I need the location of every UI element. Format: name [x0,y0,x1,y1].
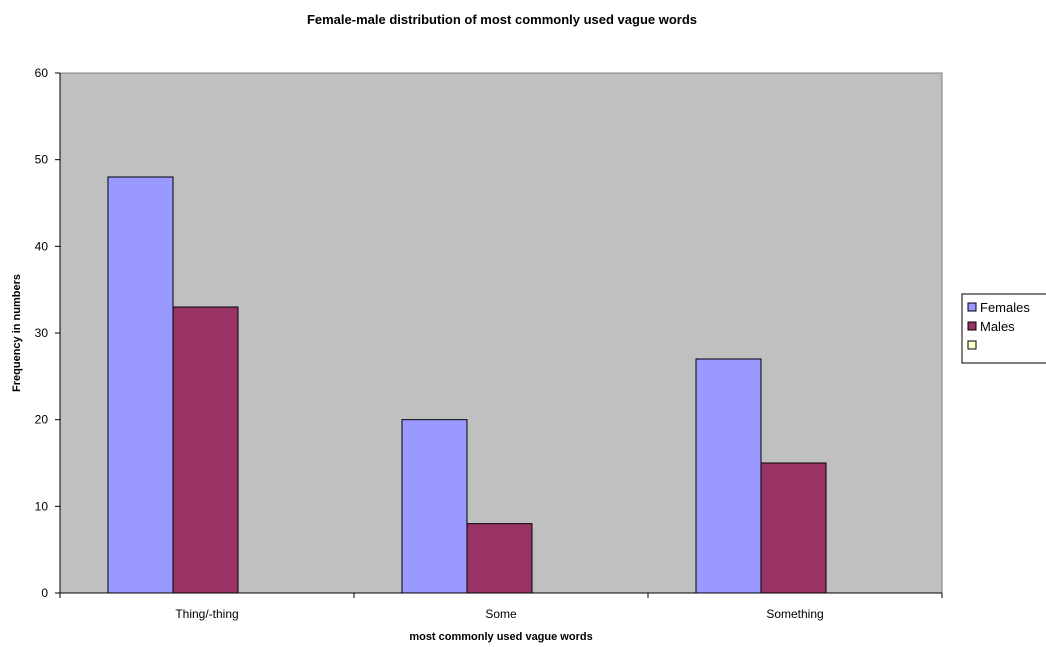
chart-title: Female-male distribution of most commonl… [307,12,697,27]
bar-males-2 [466,523,533,594]
y-tick-label: 0 [41,586,48,600]
y-tick-label: 10 [35,499,49,513]
legend-swatch-females [967,302,977,312]
y-tick-label: 50 [35,153,49,167]
x-axis-title: most commonly used vague words [409,631,592,643]
x-tick-label: Some [485,607,517,621]
x-axis: Thing/-thing Some Something [59,592,943,621]
x-tick-label: Something [766,607,823,621]
y-axis-title: Frequency in numbers [11,274,23,392]
y-tick-label: 30 [35,326,49,340]
bar-males-3 [760,462,827,594]
y-tick-label: 20 [35,413,49,427]
y-axis: 0 10 20 30 40 50 60 [35,66,61,600]
legend-swatch-empty [967,340,977,350]
legend: Females Males [961,293,1046,364]
bar-males-1 [172,306,239,594]
legend-items: Females Males [967,300,1030,350]
x-tick-label: Thing/-thing [175,607,238,621]
legend-label-males: Males [980,319,1015,334]
y-tick-label: 40 [35,239,49,253]
y-tick-label: 60 [35,66,49,80]
legend-swatch-males [967,321,977,331]
bar-females-2 [401,419,468,594]
bars [107,176,827,594]
legend-label-females: Females [980,300,1030,315]
bar-females-3 [695,358,762,594]
bar-females-1 [107,176,174,594]
